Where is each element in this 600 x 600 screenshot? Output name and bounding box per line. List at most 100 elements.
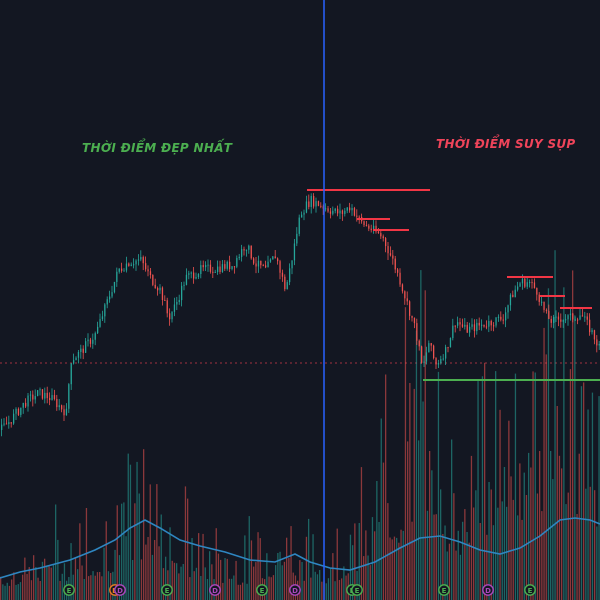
volume-bar xyxy=(33,555,35,600)
candle-body xyxy=(389,253,392,256)
candle-body xyxy=(339,210,341,214)
candle-body xyxy=(317,201,320,206)
event-marker-label: D xyxy=(117,587,123,595)
volume-bar xyxy=(565,504,567,600)
event-marker[interactable]: E xyxy=(524,584,536,596)
event-marker-circle xyxy=(256,584,268,596)
volume-bar xyxy=(525,495,528,600)
candle-body xyxy=(128,263,130,266)
candle-body xyxy=(565,319,567,321)
volume-bar xyxy=(345,575,347,600)
volume-bar xyxy=(11,579,13,600)
candle-body xyxy=(41,389,44,399)
volume-bar xyxy=(70,543,72,600)
candle-body xyxy=(505,312,507,321)
volume-bar xyxy=(281,565,283,600)
candle-body xyxy=(185,274,188,285)
candle-body xyxy=(555,316,557,318)
volume-bar xyxy=(211,564,213,600)
volume-bar xyxy=(422,401,424,600)
volume-bar xyxy=(50,567,52,600)
candle-body xyxy=(557,316,560,320)
event-marker-label: E xyxy=(260,587,265,595)
candle-body xyxy=(449,338,452,348)
volume-bar xyxy=(44,558,46,600)
volume-bar xyxy=(6,582,8,600)
horizontal-levels[interactable] xyxy=(307,189,600,381)
event-marker[interactable]: E xyxy=(161,584,173,596)
volume-bar xyxy=(506,506,508,600)
volume-bar xyxy=(138,493,140,600)
volume-bar xyxy=(246,583,248,600)
candle-body xyxy=(394,258,396,270)
event-marker-label: E xyxy=(442,587,447,595)
volume-bar xyxy=(114,549,116,600)
volume-bar xyxy=(288,558,290,600)
volume-bar xyxy=(561,468,563,600)
event-marker[interactable]: D xyxy=(289,584,301,596)
volume-bar xyxy=(101,576,103,600)
event-marker[interactable]: E xyxy=(256,584,268,596)
candle-body xyxy=(541,301,543,303)
volume-bar xyxy=(376,481,378,600)
event-marker[interactable]: D xyxy=(482,584,494,596)
volume-bar xyxy=(332,553,334,600)
candle-body xyxy=(262,265,264,267)
volume-bar xyxy=(94,575,96,600)
candle-body xyxy=(181,285,183,301)
volume-bar xyxy=(169,527,171,600)
volume-bar xyxy=(442,534,444,600)
volume-bar xyxy=(550,451,552,600)
volume-bar xyxy=(272,575,275,600)
candle-body xyxy=(92,339,94,344)
candle-body xyxy=(250,245,252,259)
candle-body xyxy=(550,318,552,323)
candle-body xyxy=(387,246,389,254)
candle-body xyxy=(469,326,471,333)
candle-body xyxy=(193,272,195,279)
volume-bar xyxy=(118,555,121,600)
volume-bar xyxy=(528,452,530,600)
candle-body xyxy=(29,394,32,396)
volume-bar xyxy=(28,567,30,600)
candle-body xyxy=(61,405,63,410)
volume-bar xyxy=(121,503,123,600)
volume-bar xyxy=(224,558,226,600)
candle-body xyxy=(217,266,219,272)
event-marker-label: D xyxy=(212,587,218,595)
event-marker[interactable]: E xyxy=(438,584,450,596)
candle-body xyxy=(291,260,293,269)
event-marker-circle xyxy=(351,584,363,596)
event-marker[interactable]: E xyxy=(63,584,75,596)
volume-bar xyxy=(488,482,490,600)
candle-body xyxy=(301,214,303,218)
candle-body xyxy=(320,205,322,207)
volume-bar xyxy=(470,455,473,600)
candle-body xyxy=(529,282,531,284)
candle-body xyxy=(231,266,233,269)
volume-bar xyxy=(556,406,558,600)
volume-bar xyxy=(385,374,387,600)
candle-body xyxy=(533,282,536,288)
candle-body xyxy=(272,256,274,260)
candle-body xyxy=(207,264,209,266)
candle-body xyxy=(202,265,204,268)
volume-bar xyxy=(248,516,250,600)
candle-body xyxy=(157,287,159,291)
volume-bar xyxy=(554,250,556,600)
event-marker[interactable]: D xyxy=(114,584,126,596)
volume-bar xyxy=(400,529,402,600)
volume-bar xyxy=(303,580,305,600)
event-markers[interactable]: EDDEDEDEEEDE xyxy=(63,584,536,596)
event-marker[interactable]: D xyxy=(209,584,221,596)
volume-bar xyxy=(437,371,440,600)
candle-body xyxy=(567,315,569,320)
candle-body xyxy=(296,233,298,244)
candle-body xyxy=(445,347,447,359)
volume-bar xyxy=(501,501,503,600)
volume-bar xyxy=(176,563,178,600)
volume-bar xyxy=(468,542,470,600)
event-marker[interactable]: E xyxy=(351,584,363,596)
event-marker-circle xyxy=(209,584,221,596)
